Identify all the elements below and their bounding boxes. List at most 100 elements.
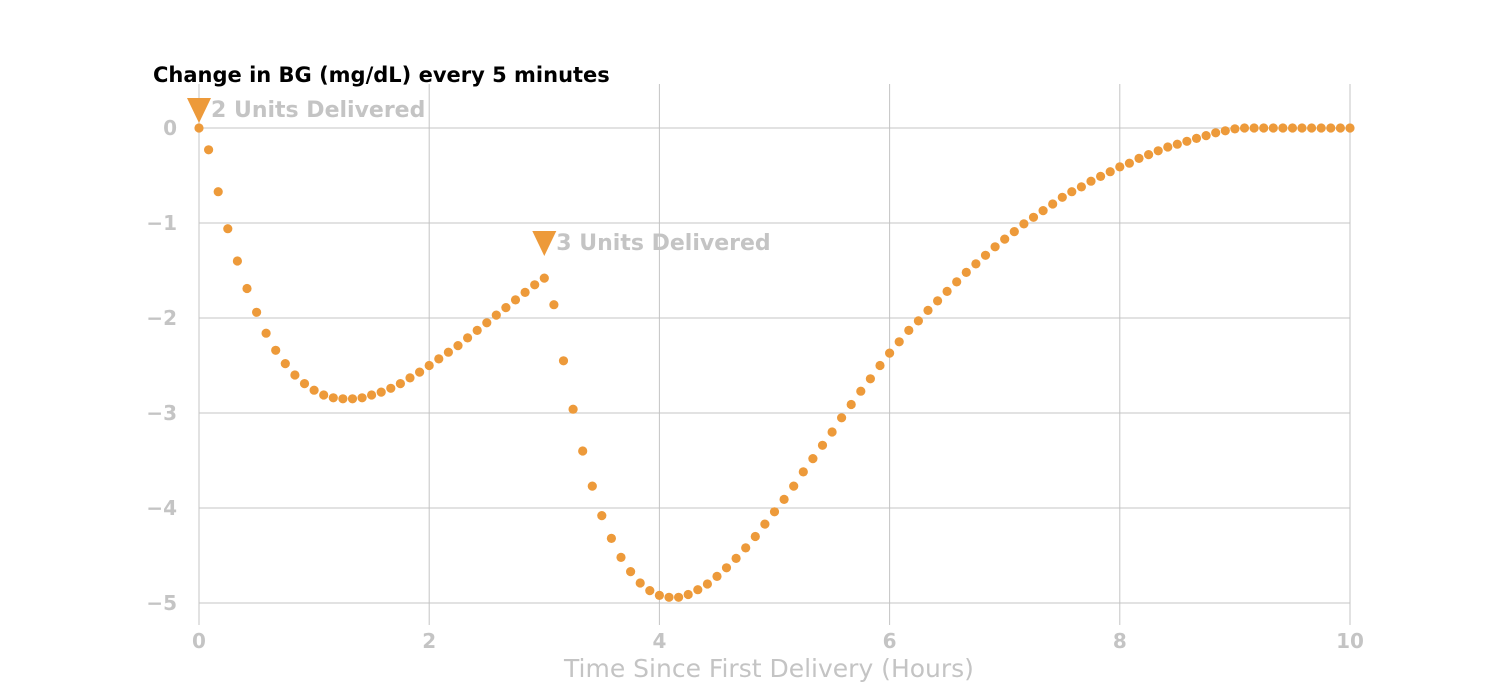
data-point <box>1201 131 1211 141</box>
data-point <box>376 387 386 397</box>
data-point <box>472 325 482 335</box>
data-point <box>1239 123 1250 133</box>
data-point <box>1335 123 1345 133</box>
data-point <box>338 394 348 404</box>
data-point <box>626 567 636 577</box>
data-point <box>539 273 549 283</box>
data-point <box>558 356 569 366</box>
y-tick-label: −5 <box>146 591 177 615</box>
y-tick-label: 0 <box>163 116 177 140</box>
data-point <box>827 427 837 437</box>
data-point <box>808 454 818 464</box>
annotation-label: 2 Units Delivered <box>211 98 425 123</box>
data-point <box>597 510 607 521</box>
data-point <box>1211 128 1221 138</box>
delivery-marker-icon <box>187 98 211 123</box>
data-point <box>1048 199 1058 209</box>
data-point <box>789 481 799 491</box>
data-point <box>702 579 713 589</box>
data-point <box>578 446 588 456</box>
data-point <box>549 300 559 310</box>
data-point <box>990 242 1000 252</box>
data-point <box>750 531 760 542</box>
data-point <box>1009 227 1019 237</box>
data-point <box>223 224 233 234</box>
data-point <box>731 553 741 564</box>
data-point <box>386 383 396 393</box>
data-point <box>1153 146 1163 156</box>
data-point <box>587 481 597 491</box>
data-point <box>654 590 665 601</box>
data-point <box>1259 123 1269 133</box>
y-tick-label: −3 <box>146 401 177 425</box>
data-point <box>1019 219 1029 229</box>
data-point <box>1249 123 1259 133</box>
x-tick-label: 10 <box>1336 629 1364 653</box>
data-point <box>1163 142 1173 152</box>
grid-lines <box>198 84 1351 625</box>
delivery-marker-icon <box>532 231 557 256</box>
data-point <box>1307 123 1317 133</box>
data-point <box>280 359 290 369</box>
data-point <box>741 543 751 553</box>
data-point <box>952 277 962 287</box>
data-point <box>261 328 271 338</box>
tick-labels: 0 2 4 6 8 10 0 −1 −2 −3 −4 −5 <box>146 116 1364 653</box>
data-point <box>674 592 684 602</box>
data-point <box>1086 176 1096 186</box>
data-point <box>817 440 828 450</box>
data-point <box>463 333 473 343</box>
data-point <box>1076 182 1086 192</box>
data-point <box>309 385 319 395</box>
data-point <box>1134 153 1144 163</box>
data-point <box>319 390 329 400</box>
x-tick-label: 6 <box>883 629 897 653</box>
data-point <box>482 318 492 328</box>
data-point <box>837 413 847 423</box>
data-point <box>913 316 924 326</box>
y-tick-label: −4 <box>146 496 177 520</box>
x-tick-label: 0 <box>192 629 206 653</box>
data-point <box>846 399 856 410</box>
data-point <box>606 533 617 544</box>
data-point <box>1182 136 1192 146</box>
data-point <box>510 295 521 305</box>
data-point <box>769 507 780 517</box>
data-point <box>204 145 214 155</box>
x-axis-label: Time Since First Delivery (Hours) <box>563 654 974 683</box>
data-point <box>367 390 377 400</box>
data-point <box>520 287 530 297</box>
data-point <box>328 393 338 403</box>
data-point <box>1268 123 1278 133</box>
data-point <box>721 563 732 573</box>
annotations: 2 Units Delivered 3 Units Delivered <box>187 98 771 256</box>
data-point <box>1096 171 1106 181</box>
data-point <box>645 586 655 596</box>
data-point <box>865 374 876 384</box>
data-point <box>242 283 252 294</box>
data-point <box>415 367 425 377</box>
data-point <box>1057 192 1067 202</box>
data-point <box>1067 187 1077 197</box>
data-point <box>271 345 281 355</box>
data-point <box>443 347 453 357</box>
data-point <box>683 589 693 600</box>
data-point <box>1105 167 1115 177</box>
data-point <box>1297 123 1307 133</box>
data-point <box>357 393 367 403</box>
data-point <box>933 296 943 306</box>
data-point <box>894 337 904 347</box>
data-point <box>798 467 808 477</box>
data-point <box>405 373 415 383</box>
data-point <box>568 404 578 414</box>
data-point <box>1172 139 1182 149</box>
data-point <box>664 592 674 602</box>
data-point <box>1028 212 1039 222</box>
data-point <box>693 585 703 595</box>
data-point <box>971 259 981 269</box>
data-point <box>904 325 914 335</box>
data-point <box>856 386 866 396</box>
data-point <box>616 552 626 563</box>
x-tick-label: 8 <box>1113 629 1127 653</box>
